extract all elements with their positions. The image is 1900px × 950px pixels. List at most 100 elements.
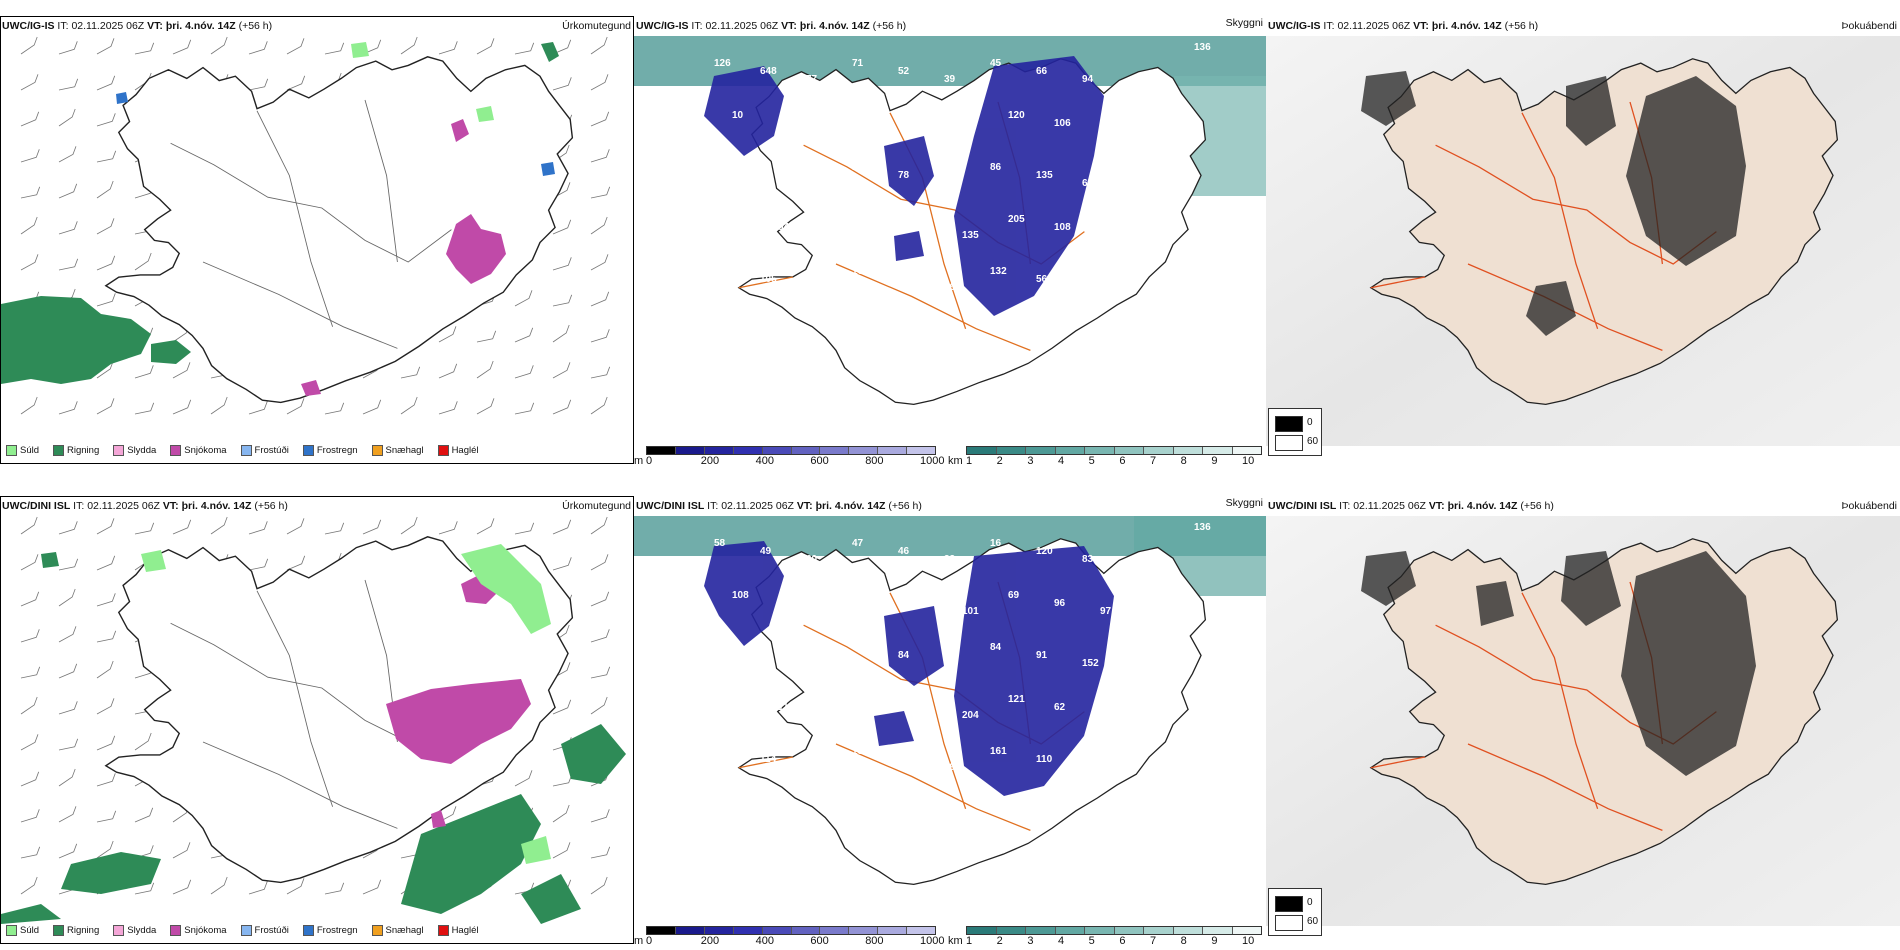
fog-index-panel-2: UWC/DINI ISL IT: 02.11.2025 06Z VT: þri.… xyxy=(1266,488,1900,944)
colorbar-segment xyxy=(907,447,936,454)
colorbar-tick: 400 xyxy=(755,455,774,464)
model-name: UWC/DINI ISL xyxy=(1268,500,1337,512)
panel-title: Þokuábendi xyxy=(1841,20,1897,32)
colorbar-segment xyxy=(762,447,792,454)
colorbar-tick: 600 xyxy=(810,455,829,464)
panel-header: UWC/DINI ISL IT: 02.11.2025 06Z VT: þri.… xyxy=(0,498,288,514)
ceiling-value-label: 69 xyxy=(1082,178,1094,189)
colorbar-tick: 3 xyxy=(1027,935,1034,944)
colorbar-segment xyxy=(1055,447,1085,454)
snow-area xyxy=(301,119,506,396)
legend-item: Snæhagl xyxy=(371,444,424,456)
precip-map xyxy=(1,36,611,415)
legend-item: Frostregn xyxy=(302,924,358,936)
colorbar-tick: 0 xyxy=(646,935,653,944)
fog-map xyxy=(1266,36,1900,446)
ceiling-value-label: 69 xyxy=(1008,590,1020,601)
ceiling-value-label: 45 xyxy=(1100,126,1112,137)
fog-index-panel-1: UWC/IG-IS IT: 02.11.2025 06Z VT: þri. 4.… xyxy=(1266,8,1900,464)
it-value: 02.11.2025 06Z xyxy=(721,500,794,512)
lead-time: (+56 h) xyxy=(254,500,288,512)
ceiling-value-label: 52 xyxy=(898,66,910,77)
panel-header: UWC/IG-IS IT: 02.11.2025 06Z VT: þri. 4.… xyxy=(0,18,272,34)
colorbar-segment xyxy=(820,927,850,934)
cloud-ceiling-areas xyxy=(704,56,1104,316)
roads xyxy=(170,99,452,349)
ceiling-value-label: 161 xyxy=(944,282,961,293)
ceiling-value-label: 112 xyxy=(806,762,823,773)
colorbar-tick: 2 xyxy=(996,935,1003,944)
ceiling-value-label: 126 xyxy=(714,58,731,69)
fog-swatch-60 xyxy=(1275,435,1303,451)
ceiling-value-label: 84 xyxy=(760,170,772,181)
lead-time: (+56 h) xyxy=(872,20,907,32)
colorbar-tick: 1000 xyxy=(920,935,945,944)
ceiling-value-label: 204 xyxy=(962,710,979,721)
fog-dense-areas xyxy=(1361,551,1756,776)
ceiling-value-label: 110 xyxy=(1036,754,1053,765)
legend-item: Súld xyxy=(6,444,39,456)
colorbar-segment xyxy=(704,927,734,934)
panel-header: UWC/IG-IS IT: 02.11.2025 06Z VT: þri. 4.… xyxy=(634,18,906,34)
colorbar-tick: 4 xyxy=(1058,455,1065,464)
legend-item: Slydda xyxy=(113,924,156,936)
ceiling-value-label: 129 xyxy=(898,274,915,285)
cloud-ceiling-areas xyxy=(704,541,1114,796)
model-name: UWC/IG-IS xyxy=(1268,20,1321,32)
lead-time: (+56 h) xyxy=(1504,20,1539,32)
colorbar-tick: 1000 xyxy=(920,455,945,464)
legend-item: Snæhagl xyxy=(371,924,424,936)
it-value: 02.11.2025 06Z xyxy=(705,20,779,32)
ceiling-value-label: 62 xyxy=(1054,702,1066,713)
colorbar-segment xyxy=(675,447,705,454)
vt-value: þri. 4.nóv. 14Z xyxy=(815,500,886,512)
ceiling-value-label: 33 xyxy=(944,554,956,565)
ceiling-value-label: 92 xyxy=(916,598,928,609)
ceiling-value-label: 46 xyxy=(898,546,910,557)
colorbar-segment xyxy=(1055,927,1085,934)
visibility-colorbar: km 1 2 3 4 5 6 7 8 9 10 xyxy=(948,446,1264,464)
fog-map xyxy=(1266,516,1900,926)
rain-area xyxy=(1,552,626,924)
ceiling-colorbar-strip xyxy=(646,446,936,455)
ceiling-value-label: 50 xyxy=(962,126,974,137)
ceiling-value-label: 101 xyxy=(962,606,979,617)
colorbar-segment xyxy=(1026,927,1056,934)
ceiling-value-label: 94 xyxy=(1082,74,1094,85)
panel-title: Úrkomutegund xyxy=(562,500,631,512)
colorbar-segment xyxy=(1232,927,1261,934)
colorbar-segment xyxy=(996,447,1026,454)
ceiling-value-label: 192 xyxy=(824,230,841,241)
legend-item: Frostregn xyxy=(302,444,358,456)
visibility-ceiling-panel-2: UWC/DINI ISL IT: 02.11.2025 06Z VT: þri.… xyxy=(634,488,1266,944)
ceiling-value-label: 96 xyxy=(1054,598,1066,609)
visibility-map: 58 49 60 47 46 33 16 120 83 108 87 122 37 92 101 69 96 97… xyxy=(634,516,1266,886)
vt-label: VT: xyxy=(1413,20,1429,32)
ceiling-value-label: 91 xyxy=(1036,650,1048,661)
precip-type-panel-2: UWC/DINI ISL IT: 02.11.2025 06Z VT: þri.… xyxy=(0,488,634,944)
drizzle-area xyxy=(351,42,494,122)
ceiling-value-label: 135 xyxy=(962,230,979,241)
colorbar-tick: 9 xyxy=(1211,935,1218,944)
ceiling-values: 126 648 77 71 52 39 45 66 94 10 101 67 78 112 50 120 106… xyxy=(714,42,1211,329)
fog-swatch-0 xyxy=(1275,896,1303,912)
vt-value: þri. 4.nóv. 14Z xyxy=(1447,500,1518,512)
vt-label: VT: xyxy=(796,500,813,512)
model-name: UWC/DINI ISL xyxy=(2,500,71,512)
colorbar-tick: 8 xyxy=(1180,935,1187,944)
colorbar-segment xyxy=(704,447,734,454)
vt-label: VT: xyxy=(781,20,797,32)
ceiling-value-label: 49 xyxy=(760,546,772,557)
ceiling-value-label: 67 xyxy=(714,746,726,757)
fog-label-60: 60 xyxy=(1307,436,1319,447)
legend-item: Snjókoma xyxy=(170,444,227,456)
it-value: 02.11.2025 06Z xyxy=(87,500,160,512)
colorbar-tick: 400 xyxy=(755,935,774,944)
ceiling-value-label: 60 xyxy=(806,554,818,565)
colorbar-tick: 6 xyxy=(1119,935,1126,944)
precip-legend: Súld Rigning Slydda Snjókoma Frostúði Fr… xyxy=(6,440,489,460)
visibility-map: 126 648 77 71 52 39 45 66 94 10 101 67 78 112 50 120 106… xyxy=(634,36,1266,406)
it-value: 02.11.2025 06Z xyxy=(1353,500,1426,512)
vt-label: VT: xyxy=(162,500,179,512)
it-value: 02.11.2025 06Z xyxy=(71,20,145,32)
